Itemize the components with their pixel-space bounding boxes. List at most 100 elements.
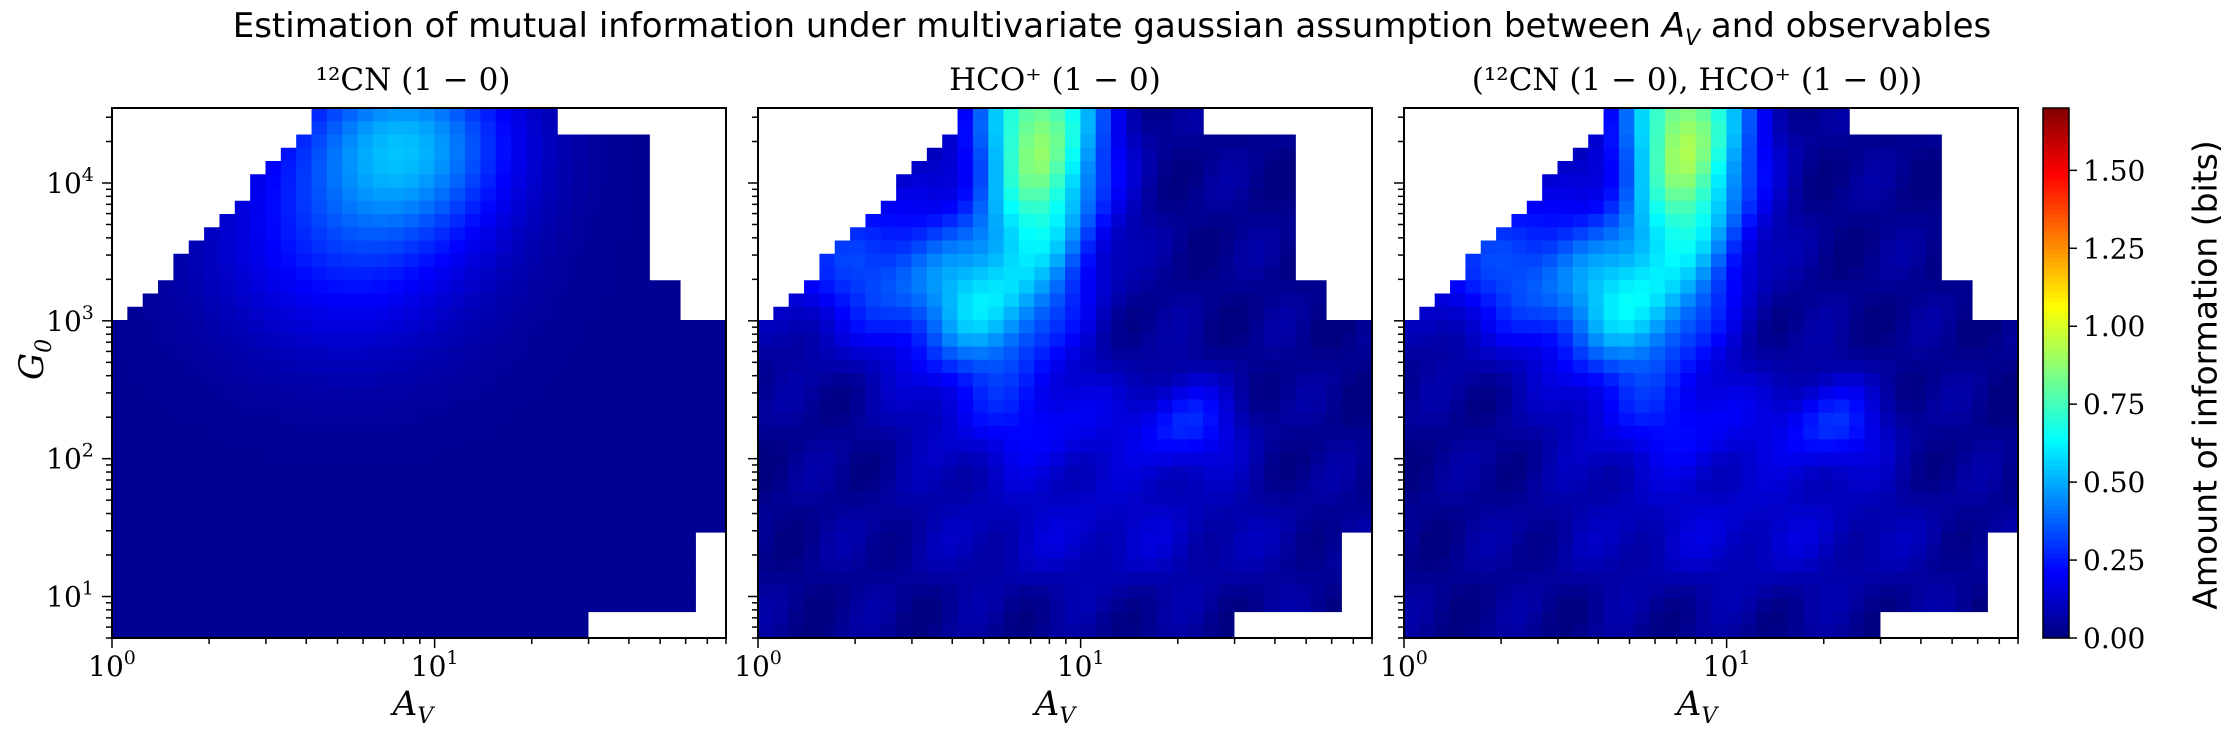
heatmap-cell (280, 253, 297, 268)
heatmap-cell (388, 439, 405, 454)
heatmap-cell (1480, 479, 1497, 493)
heatmap-cell (511, 439, 528, 454)
heatmap-cell (1971, 373, 1988, 387)
heatmap-cell (618, 200, 635, 215)
heatmap-cell (1172, 187, 1189, 202)
heatmap-cell (449, 598, 466, 613)
heatmap-cell (526, 227, 543, 242)
colorbar-segment (2043, 306, 2069, 312)
heatmap-cell (1572, 293, 1589, 308)
heatmap-cell (1787, 240, 1804, 255)
heatmap-cell (372, 293, 389, 308)
heatmap-cell (957, 147, 974, 162)
heatmap-cell (1080, 134, 1097, 149)
heatmap-cell (1325, 359, 1342, 374)
heatmap-cell (1095, 479, 1112, 493)
heatmap-cell (1726, 359, 1743, 374)
heatmap-cell (1849, 624, 1866, 639)
heatmap-cell (664, 518, 681, 533)
heatmap-cell (1787, 386, 1804, 401)
heatmap-cell (1295, 518, 1312, 533)
heatmap-cell (511, 492, 528, 507)
heatmap-cell (911, 227, 928, 242)
heatmap-cell (1141, 505, 1158, 520)
heatmap-cell (649, 439, 666, 454)
heatmap-cell (1649, 174, 1666, 189)
heatmap-cell (788, 532, 805, 546)
heatmap-cell (1187, 214, 1204, 228)
heatmap-cell (850, 545, 867, 560)
heatmap-cell (1987, 386, 2004, 401)
heatmap-cell (1480, 240, 1497, 255)
heatmap-cell (618, 174, 635, 189)
heatmap-cell (1664, 108, 1681, 122)
heatmap-cell (1003, 611, 1020, 626)
heatmap-cell (112, 505, 128, 520)
heatmap-cell (173, 465, 190, 480)
heatmap-cell (465, 267, 481, 281)
heatmap-cell (541, 386, 558, 401)
heatmap-cell (557, 386, 574, 401)
heatmap-cell (1049, 386, 1066, 401)
heatmap-cell (1325, 412, 1342, 427)
heatmap-cell (1879, 571, 1896, 586)
heatmap-cell (495, 399, 512, 414)
heatmap-cell (1956, 545, 1973, 560)
heatmap-cell (911, 359, 928, 374)
heatmap-cell (557, 373, 574, 387)
heatmap-cell (1895, 214, 1912, 228)
heatmap-cell (1310, 320, 1327, 334)
heatmap-cell (434, 306, 451, 321)
heatmap-cell (988, 240, 1005, 255)
heatmap-cell (1956, 320, 1973, 334)
heatmap-cell (1111, 280, 1127, 295)
heatmap-cell (1450, 359, 1466, 374)
heatmap-cell (1803, 187, 1820, 202)
heatmap-cell (1818, 174, 1835, 189)
heatmap-cell (1833, 346, 1850, 361)
heatmap-cell (1711, 558, 1727, 573)
heatmap-cell (158, 346, 174, 361)
colorbar-segment (2043, 426, 2069, 432)
heatmap-cell (1895, 161, 1912, 175)
heatmap-cell (1542, 518, 1559, 533)
heatmap-cell (449, 320, 466, 334)
heatmap-cell (758, 346, 774, 361)
heatmap-cell (480, 439, 497, 454)
heatmap-cell (1325, 452, 1342, 467)
heatmap-cell (465, 412, 481, 427)
heatmap-cell (541, 518, 558, 533)
heatmap-cell (710, 320, 727, 334)
heatmap-cell (296, 558, 313, 573)
heatmap-cell (804, 532, 820, 546)
heatmap-cell (1711, 611, 1727, 626)
heatmap-cell (1864, 426, 1881, 440)
heatmap-cell (1496, 611, 1513, 626)
heatmap-cell (1126, 479, 1143, 493)
heatmap-cell (204, 227, 221, 242)
heatmap-cell (388, 267, 405, 281)
heatmap-cell (1511, 412, 1528, 427)
heatmap-cell (1526, 214, 1543, 228)
heatmap-cell (1757, 479, 1773, 493)
colorbar-tick-label: 0.00 (2083, 622, 2145, 655)
heatmap-cell (403, 267, 420, 281)
heatmap-cell (1003, 479, 1020, 493)
heatmap-cell (1634, 320, 1651, 334)
heatmap-cell (495, 439, 512, 454)
heatmap-cell (234, 386, 251, 401)
heatmap-cell (664, 306, 681, 321)
heatmap-cell (357, 558, 374, 573)
heatmap-cell (112, 386, 128, 401)
heatmap-cell (664, 426, 681, 440)
heatmap-cell (1971, 386, 1988, 401)
heatmap-cell (1511, 267, 1528, 281)
heatmap-cell (1526, 320, 1543, 334)
heatmap-cell (388, 108, 405, 122)
heatmap-cell (957, 386, 974, 401)
heatmap-cell (710, 518, 727, 533)
heatmap-cell (1833, 426, 1850, 440)
heatmap-cell (1264, 386, 1281, 401)
heatmap-cell (880, 267, 897, 281)
heatmap-cell (1356, 426, 1373, 440)
